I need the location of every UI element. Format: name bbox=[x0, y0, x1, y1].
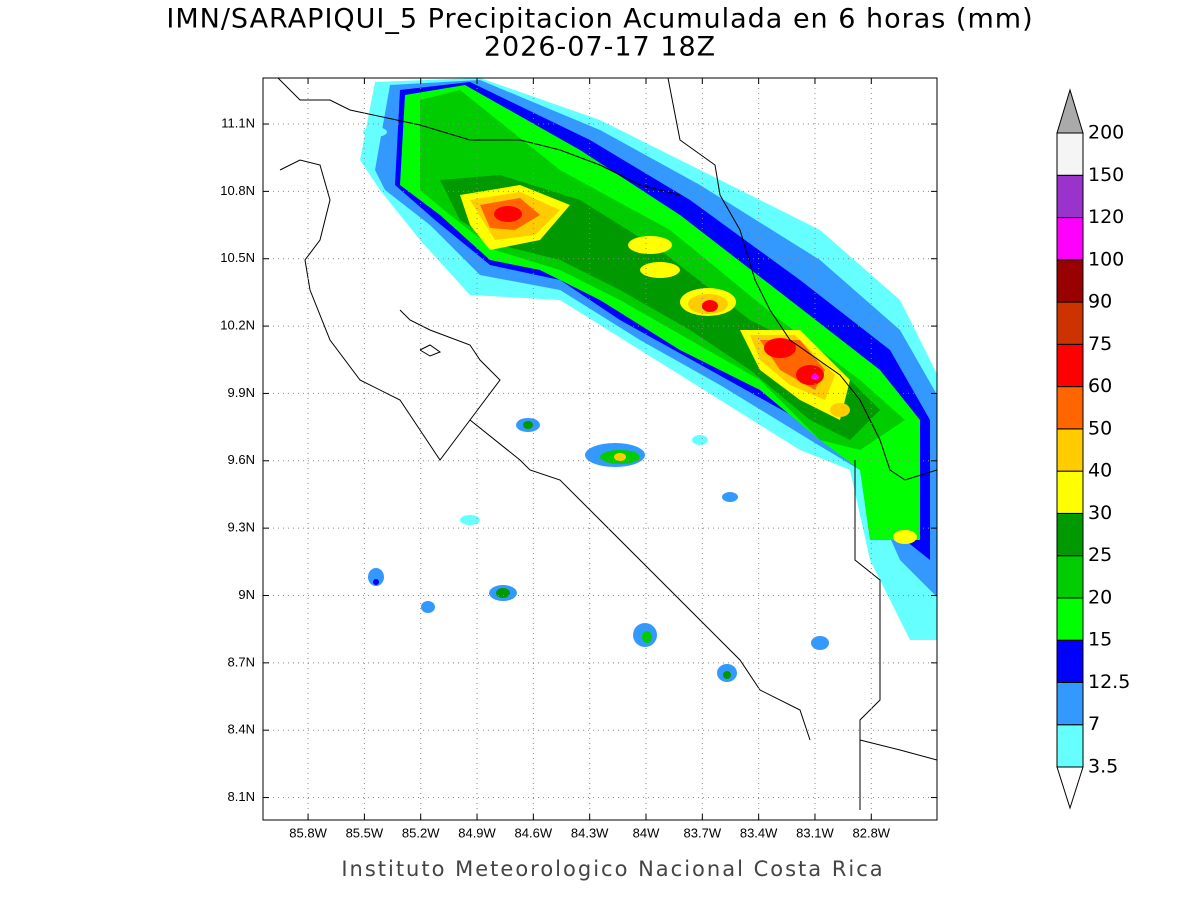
colorbar-box bbox=[1056, 512, 1084, 557]
colorbar-box bbox=[1056, 132, 1084, 176]
colorbar-label: 75 bbox=[1088, 333, 1112, 355]
lon-tick-label: 83.7W bbox=[684, 825, 722, 840]
lon-tick-label: 85.8W bbox=[289, 825, 327, 840]
lat-tick-label: 9N bbox=[238, 587, 255, 602]
lat-tick-label: 9.6N bbox=[228, 452, 255, 467]
colorbar-label: 150 bbox=[1088, 164, 1124, 186]
lon-tick-label: 84W bbox=[633, 825, 660, 840]
colorbar-box bbox=[1056, 428, 1084, 472]
precipitation-field bbox=[277, 78, 937, 810]
colorbar-label: 12.5 bbox=[1088, 671, 1130, 693]
lat-tick-label: 8.4N bbox=[228, 722, 255, 737]
colorbar-label: 40 bbox=[1088, 460, 1112, 482]
footer: Instituto Meteorologico Nacional Costa R… bbox=[341, 857, 884, 881]
colorbar-box bbox=[1056, 597, 1084, 641]
lat-tick-label: 10.2N bbox=[220, 318, 255, 333]
lon-tick-label: 85.2W bbox=[402, 825, 440, 840]
lon-tick-label: 84.3W bbox=[571, 825, 609, 840]
lat-tick-label: 10.5N bbox=[220, 250, 255, 265]
colorbar-label: 120 bbox=[1088, 206, 1124, 228]
colorbar-label: 30 bbox=[1088, 502, 1112, 524]
lon-tick-label: 83.4W bbox=[740, 825, 778, 840]
colorbar-box bbox=[1056, 681, 1084, 726]
colorbar-box bbox=[1056, 724, 1084, 768]
colorbar-box bbox=[1056, 386, 1084, 430]
colorbar-box bbox=[1056, 174, 1084, 219]
lat-tick-label: 10.8N bbox=[220, 183, 255, 198]
colorbar-label: 50 bbox=[1088, 417, 1112, 439]
lon-tick-label: 83.1W bbox=[796, 825, 834, 840]
lon-tick-label: 82.8W bbox=[853, 825, 891, 840]
subtitle: 2026-07-17 18Z bbox=[484, 32, 716, 63]
colorbar-label: 60 bbox=[1088, 375, 1112, 397]
colorbar-label: 100 bbox=[1088, 248, 1124, 270]
lon-tick-label: 85.5W bbox=[346, 825, 384, 840]
lon-tick-label: 84.9W bbox=[458, 825, 496, 840]
colorbar-label: 15 bbox=[1088, 629, 1112, 651]
colorbar-label: 20 bbox=[1088, 586, 1112, 608]
colorbar-box bbox=[1056, 470, 1084, 514]
lat-tick-label: 9.3N bbox=[228, 520, 255, 535]
colorbar-label: 200 bbox=[1088, 122, 1124, 144]
colorbar-label: 7 bbox=[1088, 713, 1100, 735]
colorbar: 3.5 7 12.5 15 20 25 30 40 50 60 75 90 100 120 150 200 bbox=[1056, 88, 1130, 810]
title: IMN/SARAPIQUI_5 Precipitacion Acumulada … bbox=[166, 4, 1033, 35]
colorbar-label: 3.5 bbox=[1088, 756, 1118, 778]
colorbar-box bbox=[1056, 217, 1084, 261]
colorbar-box bbox=[1056, 301, 1084, 345]
colorbar-label: 25 bbox=[1088, 544, 1112, 566]
axes: 85.8W 85.5W 85.2W 84.9W 84.6W 84.3W 84W 83.7W 83… bbox=[220, 78, 937, 840]
colorbar-top-triangle bbox=[1056, 88, 1084, 134]
lat-tick-label: 8.7N bbox=[228, 654, 255, 669]
lat-tick-label: 8.1N bbox=[228, 789, 255, 804]
colorbar-box bbox=[1056, 555, 1084, 599]
lat-tick-label: 9.9N bbox=[228, 385, 255, 400]
colorbar-box bbox=[1056, 639, 1084, 683]
colorbar-label: 90 bbox=[1088, 291, 1112, 313]
colorbar-box bbox=[1056, 343, 1084, 388]
colorbar-box bbox=[1056, 259, 1084, 303]
lat-tick-label: 11.1N bbox=[221, 115, 255, 130]
map-frame bbox=[262, 77, 938, 821]
lon-tick-label: 84.6W bbox=[515, 825, 553, 840]
